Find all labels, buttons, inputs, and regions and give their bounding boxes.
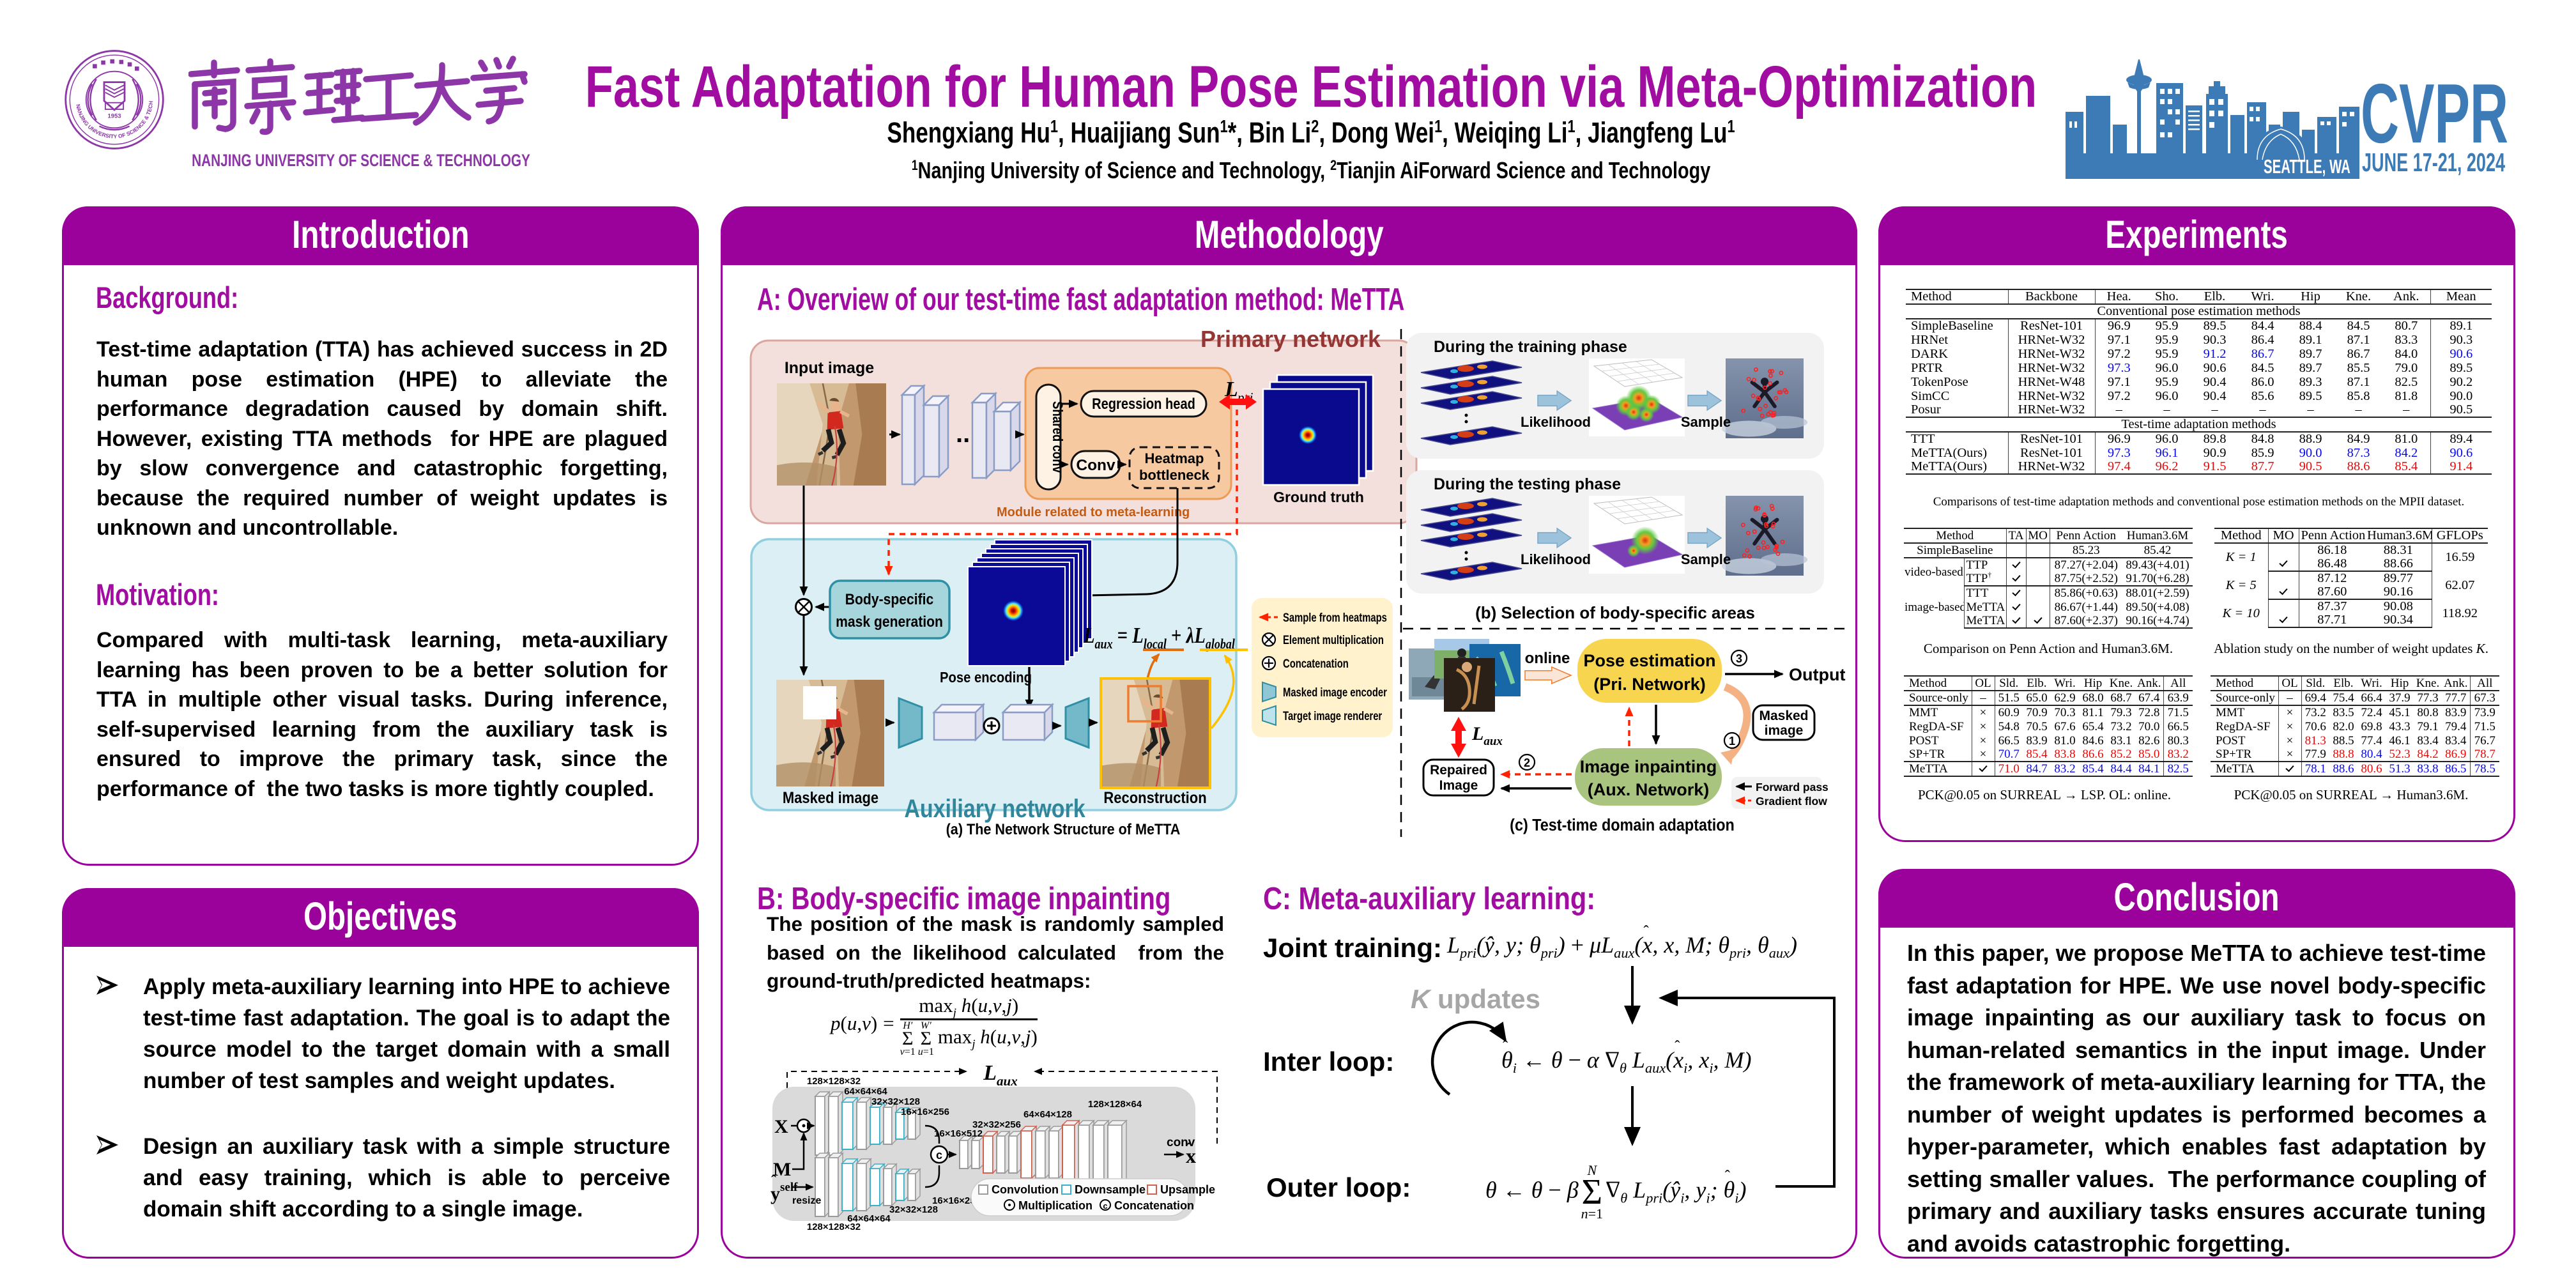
svg-text:Auxiliary network: Auxiliary network <box>904 793 1085 822</box>
svg-text:Concatenation: Concatenation <box>1114 1199 1194 1212</box>
svg-text:Downsample: Downsample <box>1075 1183 1146 1196</box>
svg-text:Upsample: Upsample <box>1160 1183 1215 1196</box>
svg-text:Masked image: Masked image <box>783 789 878 807</box>
svg-text:Pose estimation: Pose estimation <box>1583 651 1715 670</box>
svg-text:(b) Selection of body-specific: (b) Selection of body-specific areas <box>1475 603 1755 622</box>
svg-text:Forward pass: Forward pass <box>1756 781 1828 793</box>
svg-text:Sample: Sample <box>1681 414 1731 430</box>
svg-text:32×32×128: 32×32×128 <box>871 1096 920 1107</box>
svg-text:Primary network: Primary network <box>1200 326 1381 352</box>
svg-text:(Pri. Network): (Pri. Network) <box>1593 675 1706 694</box>
svg-text:Pose encoding: Pose encoding <box>940 669 1032 686</box>
svg-text:(c) Test-time domain adaptatio: (c) Test-time domain adaptation <box>1510 816 1735 834</box>
svg-text:CVPR: CVPR <box>2361 67 2508 161</box>
svg-text:online: online <box>1525 650 1570 667</box>
svg-text:During the training phase: During the training phase <box>1434 338 1627 356</box>
svg-text:ˆ: ˆ <box>771 1173 776 1190</box>
svg-text:mask generation: mask generation <box>836 613 943 631</box>
svg-text:M: M <box>773 1159 791 1180</box>
svg-text:64×64×128: 64×64×128 <box>1023 1109 1072 1120</box>
svg-text:Repaired: Repaired <box>1430 763 1487 778</box>
svg-text:16×16×256: 16×16×256 <box>901 1107 949 1117</box>
svg-text:64×64×64: 64×64×64 <box>847 1213 891 1224</box>
svg-text:Sample: Sample <box>1681 551 1731 567</box>
svg-text:Module related to meta-learnin: Module related to meta-learning <box>997 505 1190 519</box>
svg-text:Ground truth: Ground truth <box>1273 489 1364 505</box>
svg-text:Image inpainting: Image inpainting <box>1580 757 1717 776</box>
svg-text:Likelihood: Likelihood <box>1521 414 1591 430</box>
svg-text:Regression head: Regression head <box>1092 395 1195 412</box>
svg-text:JUNE 17-21, 2024: JUNE 17-21, 2024 <box>2362 149 2506 178</box>
svg-text:Conv: Conv <box>1076 457 1116 474</box>
svg-text:Convolution: Convolution <box>992 1183 1059 1196</box>
svg-text:Shared conv: Shared conv <box>1050 401 1065 473</box>
svg-text:Image: Image <box>1439 778 1478 793</box>
svg-text:Laux: Laux <box>983 1061 1017 1089</box>
svg-text:1953: 1953 <box>108 112 121 119</box>
svg-text:Gradient flow: Gradient flow <box>1756 795 1827 808</box>
svg-text:resize: resize <box>792 1195 821 1206</box>
svg-text:Masked: Masked <box>1759 709 1808 723</box>
svg-text:conv: conv <box>1167 1136 1195 1149</box>
svg-text:Sample from heatmaps: Sample from heatmaps <box>1283 611 1387 624</box>
svg-text:Heatmap: Heatmap <box>1145 450 1204 466</box>
svg-text:Likelihood: Likelihood <box>1521 551 1591 567</box>
svg-text:Element multiplication: Element multiplication <box>1283 633 1384 647</box>
svg-text:32×32×256: 32×32×256 <box>972 1119 1021 1130</box>
svg-text:128×128×64: 128×128×64 <box>1088 1099 1142 1110</box>
svg-text:x: x <box>1186 1144 1196 1167</box>
svg-text:128×128×32: 128×128×32 <box>807 1076 861 1087</box>
svg-text:Body-specific: Body-specific <box>845 591 933 608</box>
svg-text:16×16×512: 16×16×512 <box>934 1128 983 1139</box>
svg-text:Multiplication: Multiplication <box>1018 1199 1092 1212</box>
svg-text:16×16×256: 16×16×256 <box>932 1195 981 1206</box>
svg-text:3: 3 <box>1736 652 1742 665</box>
svg-text:128×128×32: 128×128×32 <box>807 1222 861 1232</box>
svg-text:64×64×64: 64×64×64 <box>844 1086 887 1097</box>
svg-text:Input image: Input image <box>785 359 874 377</box>
svg-text:Reconstruction: Reconstruction <box>1103 789 1206 807</box>
svg-text:During the testing phase: During the testing phase <box>1434 475 1621 493</box>
svg-text:ˆ: ˆ <box>1186 1141 1192 1158</box>
svg-text:bottleneck: bottleneck <box>1139 467 1210 483</box>
svg-text:L: L <box>1224 378 1238 401</box>
svg-text:Masked image encoder: Masked image encoder <box>1283 686 1387 699</box>
svg-text:c: c <box>1103 1201 1107 1211</box>
svg-text:2: 2 <box>1524 756 1530 769</box>
svg-text:(a) The Network Structure of M: (a) The Network Structure of MeTTA <box>946 820 1181 838</box>
svg-text:1: 1 <box>1729 735 1735 747</box>
svg-text:c: c <box>936 1149 942 1162</box>
svg-text:image: image <box>1765 723 1804 738</box>
svg-text:SEATTLE, WA: SEATTLE, WA <box>2264 155 2350 178</box>
svg-text:(Aux. Network): (Aux. Network) <box>1588 780 1710 799</box>
svg-text:Target image renderer: Target image renderer <box>1283 709 1383 723</box>
svg-text:Output: Output <box>1789 665 1845 684</box>
svg-text:X: X <box>774 1116 788 1137</box>
svg-text:32×32×128: 32×32×128 <box>889 1204 938 1215</box>
svg-text:Concatenation: Concatenation <box>1283 657 1349 670</box>
svg-text:Laux: Laux <box>1471 723 1503 748</box>
